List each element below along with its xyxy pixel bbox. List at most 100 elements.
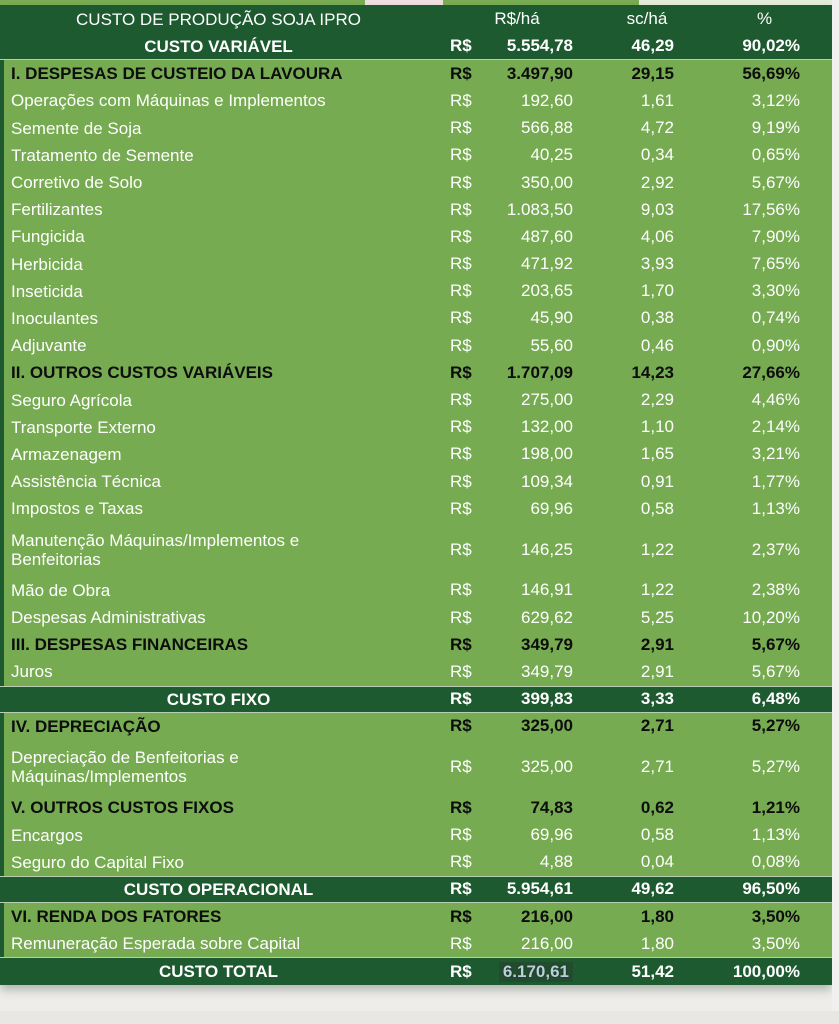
row-sc-cell[interactable]: 2,71 [640,757,674,777]
row-currency-cell[interactable]: R$ 40,25 [437,145,597,165]
row-currency-cell[interactable]: R$ 146,91 [437,580,597,600]
row-currency-cell[interactable]: R$ 146,25 [437,540,597,560]
row-currency-cell[interactable]: R$ 1.707,09 [437,363,597,383]
row-currency-cell[interactable]: R$ 192,60 [437,91,597,111]
row-currency-cell[interactable]: R$ 471,92 [437,254,597,274]
table-row[interactable]: Adjuvante R$ 55,60 0,46 0,90% [0,332,832,360]
table-row[interactable]: Transporte Externo R$ 132,00 1,10 2,14% [0,413,832,441]
row-sc-cell[interactable]: 2,92 [640,172,674,192]
table-row[interactable]: Juros R$ 349,79 2,91 5,67% [0,658,832,686]
table-row[interactable]: Semente de Soja R$ 566,88 4,72 9,19% [0,114,832,142]
table-row[interactable]: IV. DEPRECIAÇÃO R$ 325,00 2,71 5,27% [0,712,832,740]
row-pct-cell[interactable]: 17,56% [742,199,800,219]
row-sc-cell[interactable]: 0,34 [640,145,674,165]
row-pct-cell[interactable]: 56,69% [742,63,800,83]
row-sc-cell[interactable]: 9,03 [640,199,674,219]
table-row[interactable]: CUSTO OPERACIONAL R$ 5.954,61 49,62 96,50% [0,875,832,904]
row-currency-cell[interactable]: R$ 132,00 [437,417,597,437]
row-pct-cell[interactable]: 2,38% [751,580,800,600]
row-pct-cell[interactable]: 9,19% [751,118,800,138]
row-currency-cell[interactable]: R$ 216,00 [437,934,597,954]
row-pct-cell[interactable]: 10,20% [742,607,800,627]
table-row[interactable]: Tratamento de Semente R$ 40,25 0,34 0,65% [0,141,832,169]
table-header-row[interactable]: CUSTO DE PRODUÇÃO SOJA IPRO R$/há sc/há … [0,5,832,33]
row-pct-cell[interactable]: 3,50% [751,906,800,926]
row-sc-cell[interactable]: 0,38 [640,308,674,328]
row-currency-cell[interactable]: R$ 5.554,78 [437,36,597,56]
row-sc-cell[interactable]: 49,62 [631,879,674,899]
row-sc-cell[interactable]: 2,91 [640,661,674,681]
table-row[interactable]: Impostos e Taxas R$ 69,96 0,58 1,13% [0,495,832,523]
row-currency-cell[interactable]: R$ 349,79 [437,662,597,682]
row-sc-cell[interactable]: 0,58 [640,498,674,518]
row-sc-cell[interactable]: 1,61 [640,90,674,110]
row-currency-cell[interactable]: R$ 349,79 [437,635,597,655]
row-sc-cell[interactable]: 3,93 [640,254,674,274]
row-currency-cell[interactable]: R$ 69,96 [437,825,597,845]
table-row[interactable]: Armazenagem R$ 198,00 1,65 3,21% [0,440,832,468]
row-sc-cell[interactable]: 14,23 [631,362,674,382]
row-sc-cell[interactable]: 2,29 [640,390,674,410]
row-currency-cell[interactable]: R$ 45,90 [437,308,597,328]
row-pct-cell[interactable]: 5,67% [751,172,800,192]
table-row[interactable]: Manutenção Máquinas/Implementos e Benfei… [0,522,832,577]
row-pct-cell[interactable]: 7,90% [751,226,800,246]
row-sc-cell[interactable]: 0,04 [640,852,674,872]
table-row[interactable]: Fertilizantes R$ 1.083,50 9,03 17,56% [0,196,832,224]
row-sc-cell[interactable]: 1,10 [640,417,674,437]
row-pct-cell[interactable]: 0,65% [751,145,800,165]
table-row[interactable]: Inseticida R$ 203,65 1,70 3,30% [0,277,832,305]
row-currency-cell[interactable]: R$ 399,83 [437,689,597,709]
row-currency-cell[interactable]: R$ 1.083,50 [437,200,597,220]
row-sc-cell[interactable]: 46,29 [631,36,674,56]
row-pct-cell[interactable]: 0,90% [751,335,800,355]
row-sc-cell[interactable]: 3,33 [640,689,674,709]
row-sc-cell[interactable]: 0,91 [640,471,674,491]
row-pct-cell[interactable]: 0,74% [751,308,800,328]
row-pct-cell[interactable]: 2,14% [751,417,800,437]
row-currency-cell[interactable]: R$ 109,34 [437,472,597,492]
row-pct-cell[interactable]: 5,67% [751,661,800,681]
row-pct-cell[interactable]: 1,77% [751,471,800,491]
row-pct-cell[interactable]: 3,50% [751,933,800,953]
row-currency-cell[interactable]: R$ 566,88 [437,118,597,138]
table-row[interactable]: Depreciação de Benfeitorias e Máquinas/I… [0,739,832,795]
row-pct-cell[interactable]: 0,08% [751,852,800,872]
row-currency-cell[interactable]: R$ 198,00 [437,444,597,464]
table-row[interactable]: Encargos R$ 69,96 0,58 1,13% [0,821,832,849]
row-sc-cell[interactable]: 29,15 [631,63,674,83]
row-pct-cell[interactable]: 1,21% [751,797,800,817]
row-pct-cell[interactable]: 6,48% [751,689,800,709]
row-sc-cell[interactable]: 1,22 [640,580,674,600]
row-currency-cell[interactable]: R$ 6.170,61 [437,961,597,982]
table-row[interactable]: Herbicida R$ 471,92 3,93 7,65% [0,250,832,278]
row-sc-cell[interactable]: 0,46 [640,335,674,355]
table-row[interactable]: Despesas Administrativas R$ 629,62 5,25 10,2… [0,603,832,632]
row-pct-cell[interactable]: 5,27% [751,716,800,736]
row-pct-cell[interactable]: 1,13% [751,498,800,518]
table-row[interactable]: Corretivo de Solo R$ 350,00 2,92 5,67% [0,168,832,197]
row-currency-cell[interactable]: R$ 55,60 [437,336,597,356]
row-pct-cell[interactable]: 7,65% [751,254,800,274]
row-pct-cell[interactable]: 5,27% [751,757,800,777]
table-row[interactable]: III. DESPESAS FINANCEIRAS R$ 349,79 2,91 5,6… [0,631,832,659]
table-row[interactable]: II. OUTROS CUSTOS VARIÁVEIS R$ 1.707,09 14,… [0,359,832,387]
row-pct-cell[interactable]: 1,13% [751,825,800,845]
row-currency-cell[interactable]: R$ 5.954,61 [437,879,597,899]
row-sc-cell[interactable]: 0,62 [640,797,674,817]
row-sc-cell[interactable]: 1,22 [640,539,674,559]
table-row[interactable]: Remuneração Esperada sobre Capital R$ 216,… [0,930,832,958]
row-pct-cell[interactable]: 90,02% [742,36,800,56]
row-pct-cell[interactable]: 27,66% [742,362,800,382]
table-row[interactable]: CUSTO VARIÁVEL R$ 5.554,78 46,29 90,02% [0,33,832,61]
row-sc-cell[interactable]: 5,25 [640,607,674,627]
row-currency-cell[interactable]: R$ 203,65 [437,281,597,301]
row-pct-cell[interactable]: 96,50% [742,879,800,899]
table-row[interactable]: CUSTO FIXO R$ 399,83 3,33 6,48% [0,685,832,713]
row-currency-cell[interactable]: R$ 350,00 [437,173,597,193]
table-row[interactable]: Seguro do Capital Fixo R$ 4,88 0,04 0,08% [0,848,832,876]
table-row[interactable]: Inoculantes R$ 45,90 0,38 0,74% [0,304,832,333]
table-row[interactable]: Operações com Máquinas e Implementos R$ 19… [0,87,832,115]
row-currency-cell[interactable]: R$ 629,62 [437,608,597,628]
row-currency-cell[interactable]: R$ 69,96 [437,499,597,519]
